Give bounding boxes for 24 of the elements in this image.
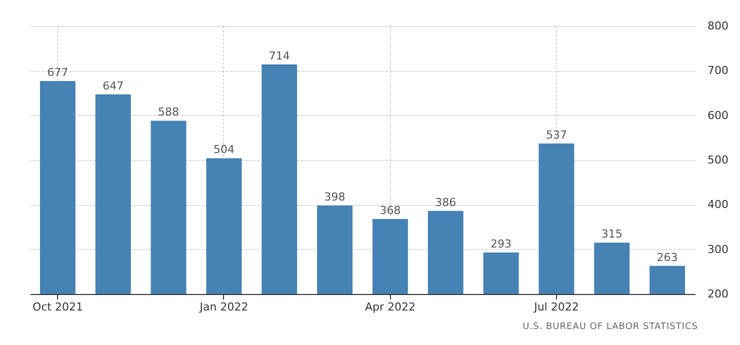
x-tick-label: Apr 2022 [364,300,416,314]
y-tick-label: 600 [708,108,728,122]
y-tick-label: 500 [708,154,728,166]
data-label: 714 [268,49,290,62]
data-label: 677 [47,66,68,79]
data-label: 386 [435,196,456,209]
y-tick-label: 800 [708,20,728,32]
y-tick-label: 700 [708,64,728,78]
data-label: 588 [158,106,180,119]
data-label: 293 [490,237,512,250]
data-label: 368 [380,204,401,217]
data-label: 263 [656,250,678,264]
y-tick-label: 300 [708,242,728,256]
x-tick-label: Oct 2021 [32,300,83,314]
x-tick-label: Jul 2022 [533,300,579,314]
x-tick-label: Jan 2022 [198,300,248,314]
data-label: 537 [546,128,567,142]
y-tick-label: 400 [708,198,728,212]
data-label: 315 [601,228,622,241]
y-tick-label: 200 [708,288,728,300]
data-label: 398 [324,190,346,204]
data-label: 647 [102,79,124,92]
data-label: 504 [213,143,234,156]
text: U.S. BUREAU OF LABOR STATISTICS [522,322,698,332]
